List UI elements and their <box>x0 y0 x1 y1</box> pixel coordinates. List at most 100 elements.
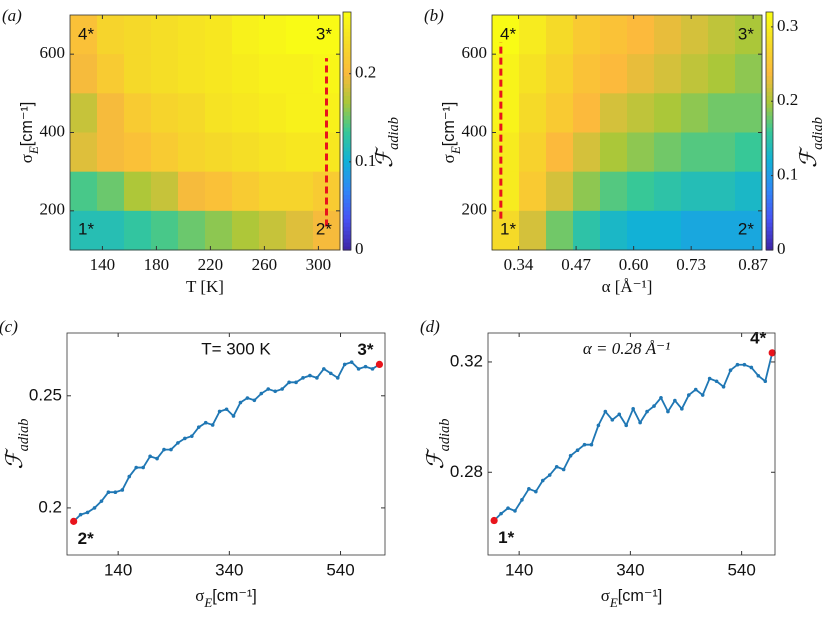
marker <box>322 367 326 371</box>
colorbar-strip <box>343 103 351 108</box>
heat-cell <box>97 132 125 173</box>
colorbar-strip <box>343 198 351 203</box>
marker <box>169 447 173 452</box>
x-axis-label: T [K] <box>186 277 224 296</box>
axis-label: σE[cm⁻¹] <box>439 102 464 164</box>
colorbar-strip <box>343 83 351 88</box>
heat-cell <box>681 54 709 94</box>
marker <box>190 434 194 438</box>
corner-label: 1* <box>500 219 516 238</box>
colorbar-strip <box>343 55 351 61</box>
colorbar-strip <box>766 39 773 45</box>
heat-cell <box>124 15 152 55</box>
colorbar-strip <box>766 230 773 235</box>
colorbar-strip <box>766 202 773 207</box>
heat-cell <box>178 93 206 133</box>
colorbar-strip <box>343 43 351 49</box>
axis-label: ℱadiab <box>796 117 822 168</box>
marker <box>217 409 222 414</box>
colorbar-strip <box>766 79 773 84</box>
x-tick-label: 0.47 <box>561 255 591 274</box>
heat-cell <box>205 210 233 251</box>
colorbar-tick-label: 0 <box>777 239 786 258</box>
marker <box>756 373 761 378</box>
y-tick-label: 0.28 <box>450 462 483 481</box>
x-tick-label: 140 <box>104 560 132 579</box>
heat-cell <box>259 54 287 94</box>
plot-frame <box>66 332 386 556</box>
heat-cell <box>600 93 628 133</box>
heat-cell <box>124 210 152 251</box>
heat-cell <box>151 210 179 251</box>
y-tick-label: 200 <box>40 200 66 219</box>
heat-cell <box>627 54 655 94</box>
colorbar-strip <box>766 31 773 37</box>
heat-cell <box>519 132 547 173</box>
heat-cell <box>124 171 152 212</box>
marker <box>631 407 635 411</box>
colorbar-strip <box>343 15 351 21</box>
marker <box>645 409 649 414</box>
heat-cell <box>205 93 233 133</box>
marker <box>231 414 236 418</box>
colorbar-strip <box>343 234 351 239</box>
colorbar-strip <box>766 206 773 211</box>
heat-cell <box>654 54 682 94</box>
heat-cell <box>178 15 206 55</box>
heat-cell <box>259 93 287 133</box>
y-tick-label: 600 <box>40 43 66 62</box>
heat-cell <box>735 132 763 173</box>
marker <box>85 510 90 515</box>
colorbar-strip <box>343 35 351 41</box>
colorbar-strip <box>343 146 351 152</box>
colorbar-strip <box>343 150 351 156</box>
marker <box>155 456 159 461</box>
label-part: [cm⁻¹] <box>618 587 663 605</box>
marker <box>554 464 559 469</box>
marker <box>707 376 712 381</box>
colorbar-strip <box>766 15 773 21</box>
colorbar-tick-label: 0.1 <box>355 151 376 170</box>
heat-cell <box>735 54 763 94</box>
heat-cell <box>573 93 601 133</box>
colorbar-strip <box>766 210 773 215</box>
heat-cell <box>708 210 736 251</box>
marker <box>287 380 291 385</box>
heat-cell <box>492 171 520 212</box>
heat-cell <box>573 15 601 55</box>
point-label: 4* <box>750 328 766 347</box>
colorbar-strip <box>343 31 351 37</box>
x-tick-label: 0.60 <box>619 255 649 274</box>
marker <box>603 409 608 414</box>
marker <box>506 506 510 510</box>
colorbar-strip <box>343 214 351 219</box>
heat-cell <box>654 171 682 212</box>
colorbar-strip <box>766 158 773 164</box>
heat-cell <box>151 171 179 212</box>
heat-cell <box>681 132 709 173</box>
colorbar-strip <box>766 115 773 120</box>
marker <box>301 376 305 380</box>
colorbar-strip <box>766 198 773 203</box>
colorbar-strip <box>343 238 351 243</box>
heat-cell <box>259 210 287 251</box>
heat-cell <box>708 93 736 133</box>
colorbar-strip <box>343 59 351 65</box>
heat-cell <box>259 132 287 173</box>
annotation: α = 0.28 Å⁻¹ <box>583 339 670 358</box>
colorbar-strip <box>766 12 773 17</box>
colorbar-strip <box>766 19 773 25</box>
corner-label: 1* <box>78 219 94 238</box>
colorbar-strip <box>766 71 773 77</box>
colorbar-strip <box>343 246 351 251</box>
colorbar-strip <box>343 206 351 211</box>
point-label: 2* <box>78 529 94 548</box>
colorbar-strip <box>343 182 351 188</box>
colorbar-strip <box>766 218 773 223</box>
colorbar-strip <box>766 138 773 144</box>
colorbar-strip <box>343 202 351 207</box>
x-tick-label: 180 <box>144 255 170 274</box>
heat-cell <box>519 210 547 251</box>
axis-label: ℱadiab <box>372 117 402 168</box>
marker <box>728 368 733 373</box>
